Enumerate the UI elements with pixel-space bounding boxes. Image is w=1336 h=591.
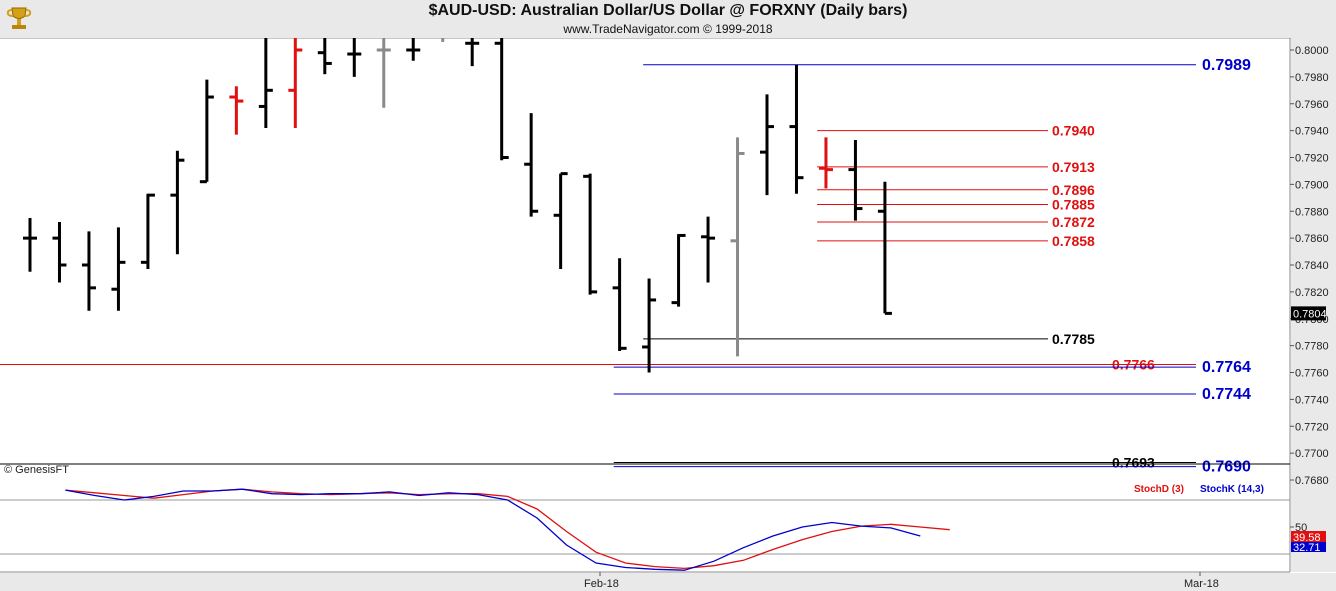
chart-header: $AUD-USD: Australian Dollar/US Dollar @ … (0, 0, 1336, 39)
stochastic-pane: © GenesisFT StochD (3) StochK (14,3) (0, 464, 1290, 571)
y-tick-label: 0.7900 (1295, 179, 1329, 191)
y-tick-label: 0.7880 (1295, 206, 1329, 218)
y-tick-label: 0.7820 (1295, 287, 1329, 299)
y-tick-label: 0.7920 (1295, 153, 1329, 165)
axes: 0.8000 0.7980 0.7960 0.7940 0.7920 0.7900 0.78… (0, 38, 1336, 591)
level-label-0.7896: 0.7896 (1052, 182, 1095, 198)
level-label-0.7764: 0.7764 (1202, 359, 1251, 376)
genesis-trophy-icon (6, 7, 32, 29)
time-axis-band (0, 573, 1336, 591)
level-label-0.7744: 0.7744 (1202, 386, 1251, 403)
level-label-0.7989: 0.7989 (1202, 57, 1251, 74)
level-label-0.7913: 0.7913 (1052, 159, 1095, 175)
x-tick-label: Mar-18 (1184, 578, 1219, 590)
last-price-label: 0.7804 (1293, 308, 1327, 320)
stoch-k-last-box (1291, 542, 1326, 552)
y-tick-label: 0.7840 (1295, 260, 1329, 272)
stoch-line-0 (65, 488, 950, 570)
price-axis-band (1291, 38, 1336, 572)
stoch-d-last: 39.58 (1293, 532, 1321, 544)
y-tick-label: 0.7860 (1295, 233, 1329, 245)
y-tick-label: 0.7980 (1295, 72, 1329, 84)
level-label-0.7766: 0.7766 (1112, 356, 1155, 372)
chart-subtitle: www.TradeNavigator.com © 1999-2018 (563, 22, 773, 36)
y-tick-label: 0.7760 (1295, 368, 1329, 380)
level-label-0.7693: 0.7693 (1112, 455, 1155, 471)
level-label-0.7858: 0.7858 (1052, 233, 1095, 249)
y-tick-label: 0.7700 (1295, 448, 1329, 460)
level-label-0.7872: 0.7872 (1052, 214, 1095, 230)
stoch-k-legend: StochK (14,3) (1200, 484, 1264, 495)
last-price-box (1291, 306, 1326, 321)
y-tick-label: 0.8000 (1295, 45, 1329, 57)
y-tick-label: 0.7680 (1295, 475, 1329, 487)
y-tick-label: 0.7940 (1295, 126, 1329, 138)
chart-title: $AUD-USD: Australian Dollar/US Dollar @ … (428, 2, 908, 19)
y-tick-label: 0.7740 (1295, 394, 1329, 406)
stoch-d-legend: StochD (3) (1134, 484, 1184, 495)
level-label-0.7690: 0.7690 (1202, 459, 1251, 476)
stoch-k-last: 32.71 (1293, 542, 1321, 554)
stoch-d-last-box (1291, 531, 1326, 543)
level-label-0.7785: 0.7785 (1052, 331, 1095, 347)
x-tick-label: Feb-18 (584, 578, 619, 590)
level-label-0.7940: 0.7940 (1052, 123, 1095, 139)
level-label-0.7885: 0.7885 (1052, 197, 1095, 213)
credit-label: © GenesisFT (4, 464, 69, 476)
y-tick-label: 0.7960 (1295, 99, 1329, 111)
stoch-line-1 (65, 488, 921, 571)
y-tick-label: 0.7720 (1295, 421, 1329, 433)
y-tick-label: 0.7780 (1295, 341, 1329, 353)
